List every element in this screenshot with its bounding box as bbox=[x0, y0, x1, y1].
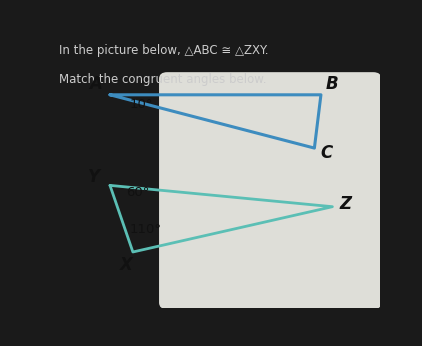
Text: Y: Y bbox=[88, 169, 100, 186]
Text: 60°: 60° bbox=[126, 185, 150, 199]
Text: X: X bbox=[120, 256, 133, 274]
Text: A: A bbox=[89, 75, 102, 93]
Text: B: B bbox=[326, 75, 339, 93]
Text: In the picture below, △ABC ≅ △ZXY.: In the picture below, △ABC ≅ △ZXY. bbox=[59, 44, 269, 57]
Text: Match the congruent angles below.: Match the congruent angles below. bbox=[59, 73, 267, 86]
Text: Z: Z bbox=[339, 195, 352, 213]
FancyBboxPatch shape bbox=[159, 72, 381, 309]
Text: 10°: 10° bbox=[130, 98, 153, 111]
Text: 110°: 110° bbox=[130, 223, 162, 236]
Text: C: C bbox=[321, 144, 333, 162]
